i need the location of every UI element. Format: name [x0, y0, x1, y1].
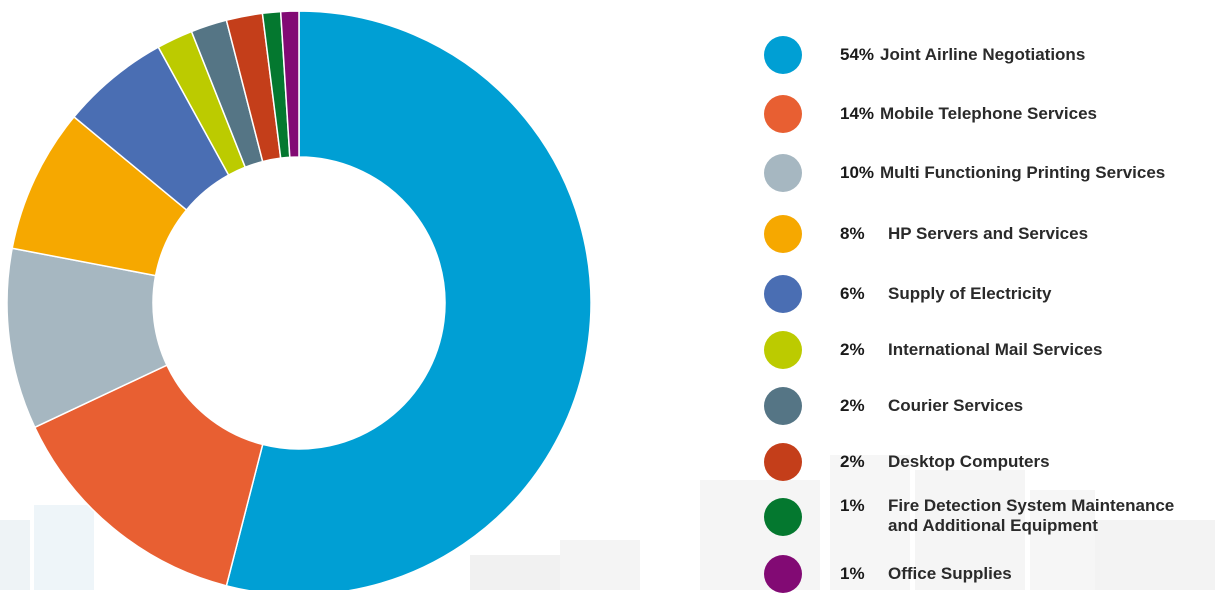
legend-label-line: Joint Airline Negotiations	[880, 45, 1086, 64]
legend-item: 1% Fire Detection System Maintenance and A…	[762, 496, 1232, 538]
legend-label-line: Fire Detection System Maintenance	[888, 496, 1175, 515]
background-block	[470, 555, 560, 590]
legend-label: Courier Services	[888, 396, 1232, 416]
legend-swatch	[764, 215, 802, 253]
legend-percent: 1%	[840, 496, 865, 515]
legend-label: Office Supplies	[888, 564, 1232, 584]
background-block	[0, 520, 30, 590]
legend-item: 6% Supply of Electricity	[762, 275, 1232, 315]
chart-legend: 54% Joint Airline Negotiations 14% Mobile T…	[762, 0, 1232, 593]
donut-chart	[6, 10, 592, 590]
legend-percent: 2%	[840, 396, 865, 415]
legend-label-line: Courier Services	[888, 396, 1024, 415]
background-block	[1030, 490, 1095, 590]
legend-swatch	[764, 36, 802, 74]
legend-item: 2% International Mail Services	[762, 331, 1232, 371]
legend-label-line: HP Servers and Services	[888, 224, 1089, 243]
legend-swatch	[764, 331, 802, 369]
legend-label: Desktop Computers	[888, 452, 1232, 472]
legend-percent: 2%	[840, 340, 865, 359]
legend-item: 8% HP Servers and Services	[762, 215, 1232, 255]
legend-label: Joint Airline Negotiations	[880, 45, 1225, 65]
legend-label: Supply of Electricity	[888, 284, 1232, 304]
background-block	[830, 455, 910, 590]
legend-percent: 6%	[840, 284, 865, 303]
legend-percent: 8%	[840, 224, 865, 243]
legend-label-line: International Mail Services	[888, 340, 1103, 359]
legend-label-line: Multi Functioning Printing Services	[880, 163, 1166, 182]
legend-label-line: and Additional Equipment	[888, 516, 1098, 535]
legend-item: 1% Office Supplies	[762, 555, 1232, 595]
background-block	[1095, 520, 1215, 590]
legend-label-line: Supply of Electricity	[888, 284, 1052, 303]
background-block	[34, 505, 94, 590]
legend-percent: 14%	[840, 104, 875, 123]
donut-slice-1	[225, 10, 592, 590]
legend-label: Fire Detection System Maintenance and Add…	[888, 496, 1232, 536]
donut-slice-2	[33, 364, 264, 587]
legend-item: 10% Multi Functioning Printing Services	[762, 154, 1232, 194]
legend-swatch	[764, 275, 802, 313]
legend-label: International Mail Services	[888, 340, 1232, 360]
legend-percent: 1%	[840, 564, 865, 583]
legend-percent: 2%	[840, 452, 865, 471]
donut-slice-10	[279, 10, 300, 159]
legend-swatch	[764, 443, 802, 481]
legend-item: 2% Courier Services	[762, 387, 1232, 427]
legend-swatch	[764, 498, 802, 536]
legend-percent: 10%	[840, 163, 875, 182]
legend-item: 14% Mobile Telephone Services	[762, 95, 1232, 135]
legend-item: 2% Desktop Computers	[762, 443, 1232, 483]
legend-swatch	[764, 154, 802, 192]
background-block	[915, 470, 1025, 590]
legend-label: Multi Functioning Printing Services	[880, 163, 1225, 183]
legend-label: HP Servers and Services	[888, 224, 1232, 244]
legend-swatch	[764, 387, 802, 425]
legend-percent: 54%	[840, 45, 875, 64]
legend-swatch	[764, 95, 802, 133]
legend-item: 54% Joint Airline Negotiations	[762, 36, 1232, 76]
legend-label-line: Mobile Telephone Services	[880, 104, 1097, 123]
legend-label: Mobile Telephone Services	[880, 104, 1225, 124]
legend-label-line: Office Supplies	[888, 564, 1012, 583]
legend-label-line: Desktop Computers	[888, 452, 1050, 471]
background-block	[560, 540, 640, 590]
legend-swatch	[764, 555, 802, 593]
